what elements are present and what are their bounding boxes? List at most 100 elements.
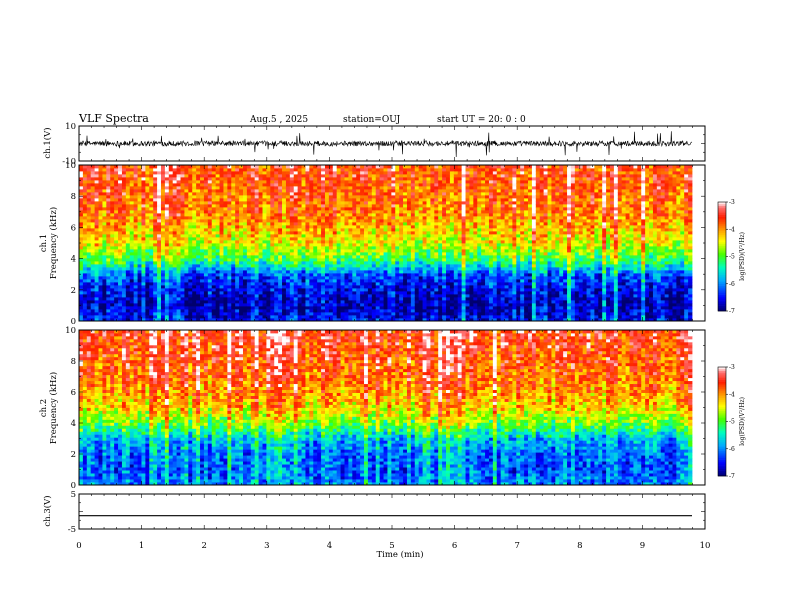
- spectrogram-cell: [352, 219, 357, 223]
- spectrogram-cell: [336, 234, 341, 238]
- spectrogram-cell: [254, 186, 259, 190]
- spectrogram-cell: [239, 189, 244, 193]
- spectrogram-cell: [282, 279, 287, 283]
- spectrogram-cell: [395, 210, 400, 214]
- spectrogram-cell: [309, 288, 314, 292]
- spectrogram-cell: [98, 174, 103, 178]
- spectrogram-cell: [422, 174, 427, 178]
- spectrogram-cell: [262, 168, 267, 172]
- spectrogram-cell: [430, 234, 435, 238]
- spectrogram-cell: [94, 234, 99, 238]
- spectrogram-cell: [200, 225, 205, 229]
- spectrogram-cell: [293, 252, 299, 256]
- spectrogram-cell: [383, 228, 388, 232]
- spectrogram-cell: [262, 180, 267, 184]
- spectrogram-cell: [153, 174, 158, 178]
- spectrogram-cell: [371, 291, 377, 295]
- spectrogram-cell: [344, 177, 349, 181]
- spectrogram-cell: [215, 240, 220, 244]
- spectrogram-cell: [379, 183, 384, 187]
- spectrogram-cell: [328, 216, 334, 220]
- spectrogram-cell: [196, 300, 201, 304]
- spectrogram-cell: [387, 264, 392, 268]
- spectrogram-cell: [200, 234, 205, 238]
- spectrogram-cell: [215, 198, 220, 202]
- spectrogram-cell: [145, 297, 150, 301]
- spectrogram-cell: [141, 264, 146, 268]
- spectrogram-cell: [305, 168, 310, 172]
- spectrogram-cell: [406, 177, 412, 181]
- spectrogram-cell: [285, 204, 291, 208]
- spectrogram-cell: [79, 270, 84, 274]
- spectrogram-cell: [360, 279, 365, 283]
- spectrogram-cell: [332, 255, 338, 259]
- spectrogram-cell: [446, 252, 451, 256]
- spectrogram-cell: [309, 228, 314, 232]
- spectrogram-cell: [449, 300, 455, 304]
- spectrogram-cell: [242, 174, 248, 178]
- spectrogram-cell: [426, 258, 431, 262]
- spectrogram-cell: [250, 279, 256, 283]
- spectrogram-cell: [239, 240, 244, 244]
- spectrogram-cell: [246, 213, 252, 217]
- spectrogram-cell: [184, 264, 189, 268]
- spectrogram-cell: [321, 297, 326, 301]
- spectrogram-cell: [118, 240, 123, 244]
- spectrogram-cell: [364, 237, 369, 241]
- spectrogram-cell: [164, 201, 170, 205]
- spectrogram-cell: [215, 210, 220, 214]
- spectrogram-cell: [114, 258, 119, 262]
- spectrogram-cell: [301, 201, 306, 205]
- spectrogram-cell: [200, 210, 205, 214]
- spectrogram-cell: [426, 222, 431, 226]
- spectrogram-cell: [184, 168, 189, 172]
- spectrogram-cell: [414, 258, 420, 262]
- spectrogram-cell: [305, 312, 310, 316]
- spectrogram-cell: [344, 300, 349, 304]
- spectrogram-cell: [414, 273, 420, 277]
- spectrogram-cell: [129, 183, 135, 187]
- spectrogram-cell: [391, 192, 396, 196]
- spectrogram-cell: [383, 315, 388, 319]
- spectrogram-cell: [270, 231, 275, 235]
- spectrogram-cell: [176, 219, 181, 223]
- spectrogram-cell: [79, 237, 84, 241]
- spectrogram-cell: [242, 219, 248, 223]
- spectrogram-cell: [324, 165, 330, 169]
- spectrogram-cell: [293, 249, 299, 253]
- spectrogram-cell: [262, 312, 267, 316]
- spectrogram-cell: [414, 210, 420, 214]
- spectrogram-cell: [176, 264, 181, 268]
- spectrogram-cell: [379, 255, 384, 259]
- spectrogram-cell: [168, 309, 174, 313]
- spectrogram-cell: [438, 252, 443, 256]
- spectrogram-cell: [418, 207, 423, 211]
- spectrogram-cell: [250, 177, 256, 181]
- spectrogram-cell: [305, 219, 310, 223]
- spectrogram-cell: [98, 237, 103, 241]
- spectrogram-cell: [192, 270, 197, 274]
- spectrogram-cell: [328, 192, 334, 196]
- spectrogram-cell: [317, 261, 322, 265]
- spectrogram-cell: [422, 282, 427, 286]
- spectrogram-cell: [164, 216, 170, 220]
- spectrogram-cell: [324, 183, 330, 187]
- spectrogram-cell: [242, 204, 248, 208]
- spectrogram-cell: [192, 303, 197, 307]
- spectrogram-cell: [387, 174, 392, 178]
- spectrogram-cell: [149, 210, 154, 214]
- spectrogram-cell: [160, 183, 166, 187]
- spectrogram-cell: [192, 309, 197, 313]
- spectrogram-cell: [282, 285, 287, 289]
- spectrogram-cell: [149, 171, 154, 175]
- spectrogram-cell: [434, 210, 439, 214]
- spectrogram-cell: [129, 204, 135, 208]
- spectrogram-cell: [102, 189, 107, 193]
- spectrogram-cell: [426, 285, 431, 289]
- spectrogram-cell: [352, 198, 357, 202]
- spectrogram-cell: [196, 261, 201, 265]
- spectrogram-cell: [278, 243, 283, 247]
- spectrogram-cell: [203, 231, 209, 235]
- spectrogram-cell: [86, 234, 92, 238]
- spectrogram-cell: [188, 204, 193, 208]
